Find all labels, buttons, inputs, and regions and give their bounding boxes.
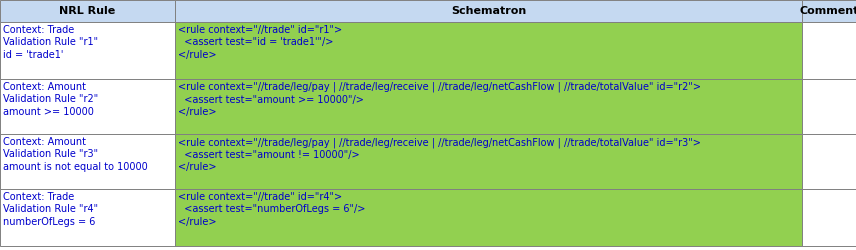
Text: Context: Amount
Validation Rule "r3"
amount is not equal to 10000: Context: Amount Validation Rule "r3" amo… [3,137,148,172]
Bar [802,22,856,79]
Bar [802,134,856,189]
Bar [802,189,856,246]
Text: Context: Amount
Validation Rule "r2"
amount >= 10000: Context: Amount Validation Rule "r2" amo… [3,82,98,117]
Bar [175,79,802,134]
Text: <rule context="//trade/leg/pay | //trade/leg/receive | //trade/leg/netCashFlow |: <rule context="//trade/leg/pay | //trade… [178,137,701,172]
Text: Context: Trade
Validation Rule "r1"
id = 'trade1': Context: Trade Validation Rule "r1" id =… [3,25,98,60]
Bar [0,189,175,246]
Text: Context: Trade
Validation Rule "r4"
numberOfLegs = 6: Context: Trade Validation Rule "r4" numb… [3,192,98,227]
Text: Comment: Comment [800,6,856,16]
Text: NRL Rule: NRL Rule [59,6,116,16]
Bar [802,79,856,134]
Bar [175,0,802,22]
Text: <rule context="//trade/leg/pay | //trade/leg/receive | //trade/leg/netCashFlow |: <rule context="//trade/leg/pay | //trade… [178,82,701,117]
Bar [175,189,802,246]
Bar [802,0,856,22]
Text: <rule context="//trade" id="r4">
  <assert test="numberOfLegs = 6"/>
</rule>: <rule context="//trade" id="r4"> <assert… [178,192,366,227]
Bar [0,79,175,134]
Bar [175,134,802,189]
Bar [0,22,175,79]
Text: Schematron: Schematron [451,6,526,16]
Bar [0,134,175,189]
Bar [0,0,175,22]
Text: <rule context="//trade" id="r1">
  <assert test="id = 'trade1'"/>
</rule>: <rule context="//trade" id="r1"> <assert… [178,25,342,60]
Bar [175,22,802,79]
